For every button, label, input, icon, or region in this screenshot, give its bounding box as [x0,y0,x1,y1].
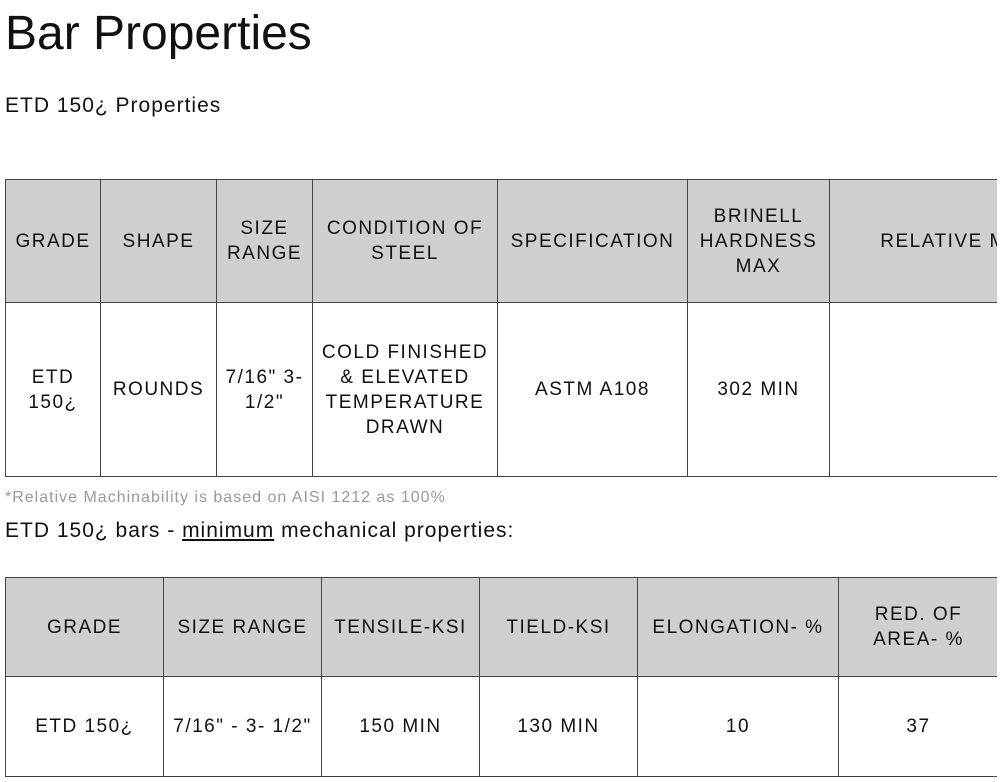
data-cell: ROUNDS [100,302,217,477]
data-cell: 75% [829,302,997,477]
data-cell: 150 MIN [321,676,480,777]
header-cell: ELONGATION- % [637,577,839,677]
table1: GRADE SHAPE SIZE RANGE CONDITION OF STEEL SP… [5,179,997,477]
header-cell: SIZE RANGE [216,179,313,303]
header-row: GRADE SHAPE SIZE RANGE CONDITION OF STEEL SP… [5,179,997,303]
data-row: ETD 150¿ ROUNDS 7/16" 3- 1/2" COLD FINISHED… [5,302,997,477]
data-cell: ASTM A108 [497,302,688,477]
data-cell: COLD FINISHED & ELEVATED TEMPERATURE DRA… [312,302,498,477]
heading-prefix: ETD 150¿ bars - [5,519,183,542]
data-row: ETD 150¿ 7/16" - 3- 1/2" 150 MIN 130 MIN 10 3… [5,676,997,777]
note: *Relative Machinability is based on AISI… [5,489,446,506]
heading-suffix: mechanical properties: [274,519,515,542]
data-cell: 37 [838,676,997,777]
heading-emphasis: minimum [182,519,275,542]
header-cell: SPECIFICATION [497,179,688,303]
data-cell: ETD 150¿ [5,302,101,477]
header-cell: CONDITION OF STEEL [312,179,498,303]
header-cell: RELATIVE MACHINABILITY [829,179,997,303]
table2: GRADE SIZE RANGE TENSILE-KSI TIELD-KSI ELONG… [5,577,997,777]
header-cell: BRINELL HARDNESS MAX [687,179,830,303]
header-row: GRADE SIZE RANGE TENSILE-KSI TIELD-KSI ELONG… [5,577,997,677]
data-cell: 130 MIN [479,676,638,777]
subtitle: ETD 150¿ Properties [5,94,222,117]
data-cell: 10 [637,676,839,777]
table2-wrap: GRADE SIZE RANGE TENSILE-KSI TIELD-KSI ELONG… [5,577,997,777]
data-cell: ETD 150¿ [5,676,164,777]
header-cell: TIELD-KSI [479,577,638,677]
page-title: Bar Properties [5,7,312,60]
header-cell: RED. OF AREA- % [838,577,997,677]
header-cell: GRADE [5,577,164,677]
section-heading: ETD 150¿ bars - minimum mechanical prope… [5,519,514,543]
header-cell: SIZE RANGE [163,577,322,677]
data-cell: 302 MIN [687,302,830,477]
data-cell: 7/16" - 3- 1/2" [163,676,322,777]
header-cell: SHAPE [100,179,217,303]
table1-wrap: GRADE SHAPE SIZE RANGE CONDITION OF STEEL SP… [5,179,997,477]
data-cell: 7/16" 3- 1/2" [216,302,313,477]
header-cell: GRADE [5,179,101,303]
header-cell: TENSILE-KSI [321,577,480,677]
